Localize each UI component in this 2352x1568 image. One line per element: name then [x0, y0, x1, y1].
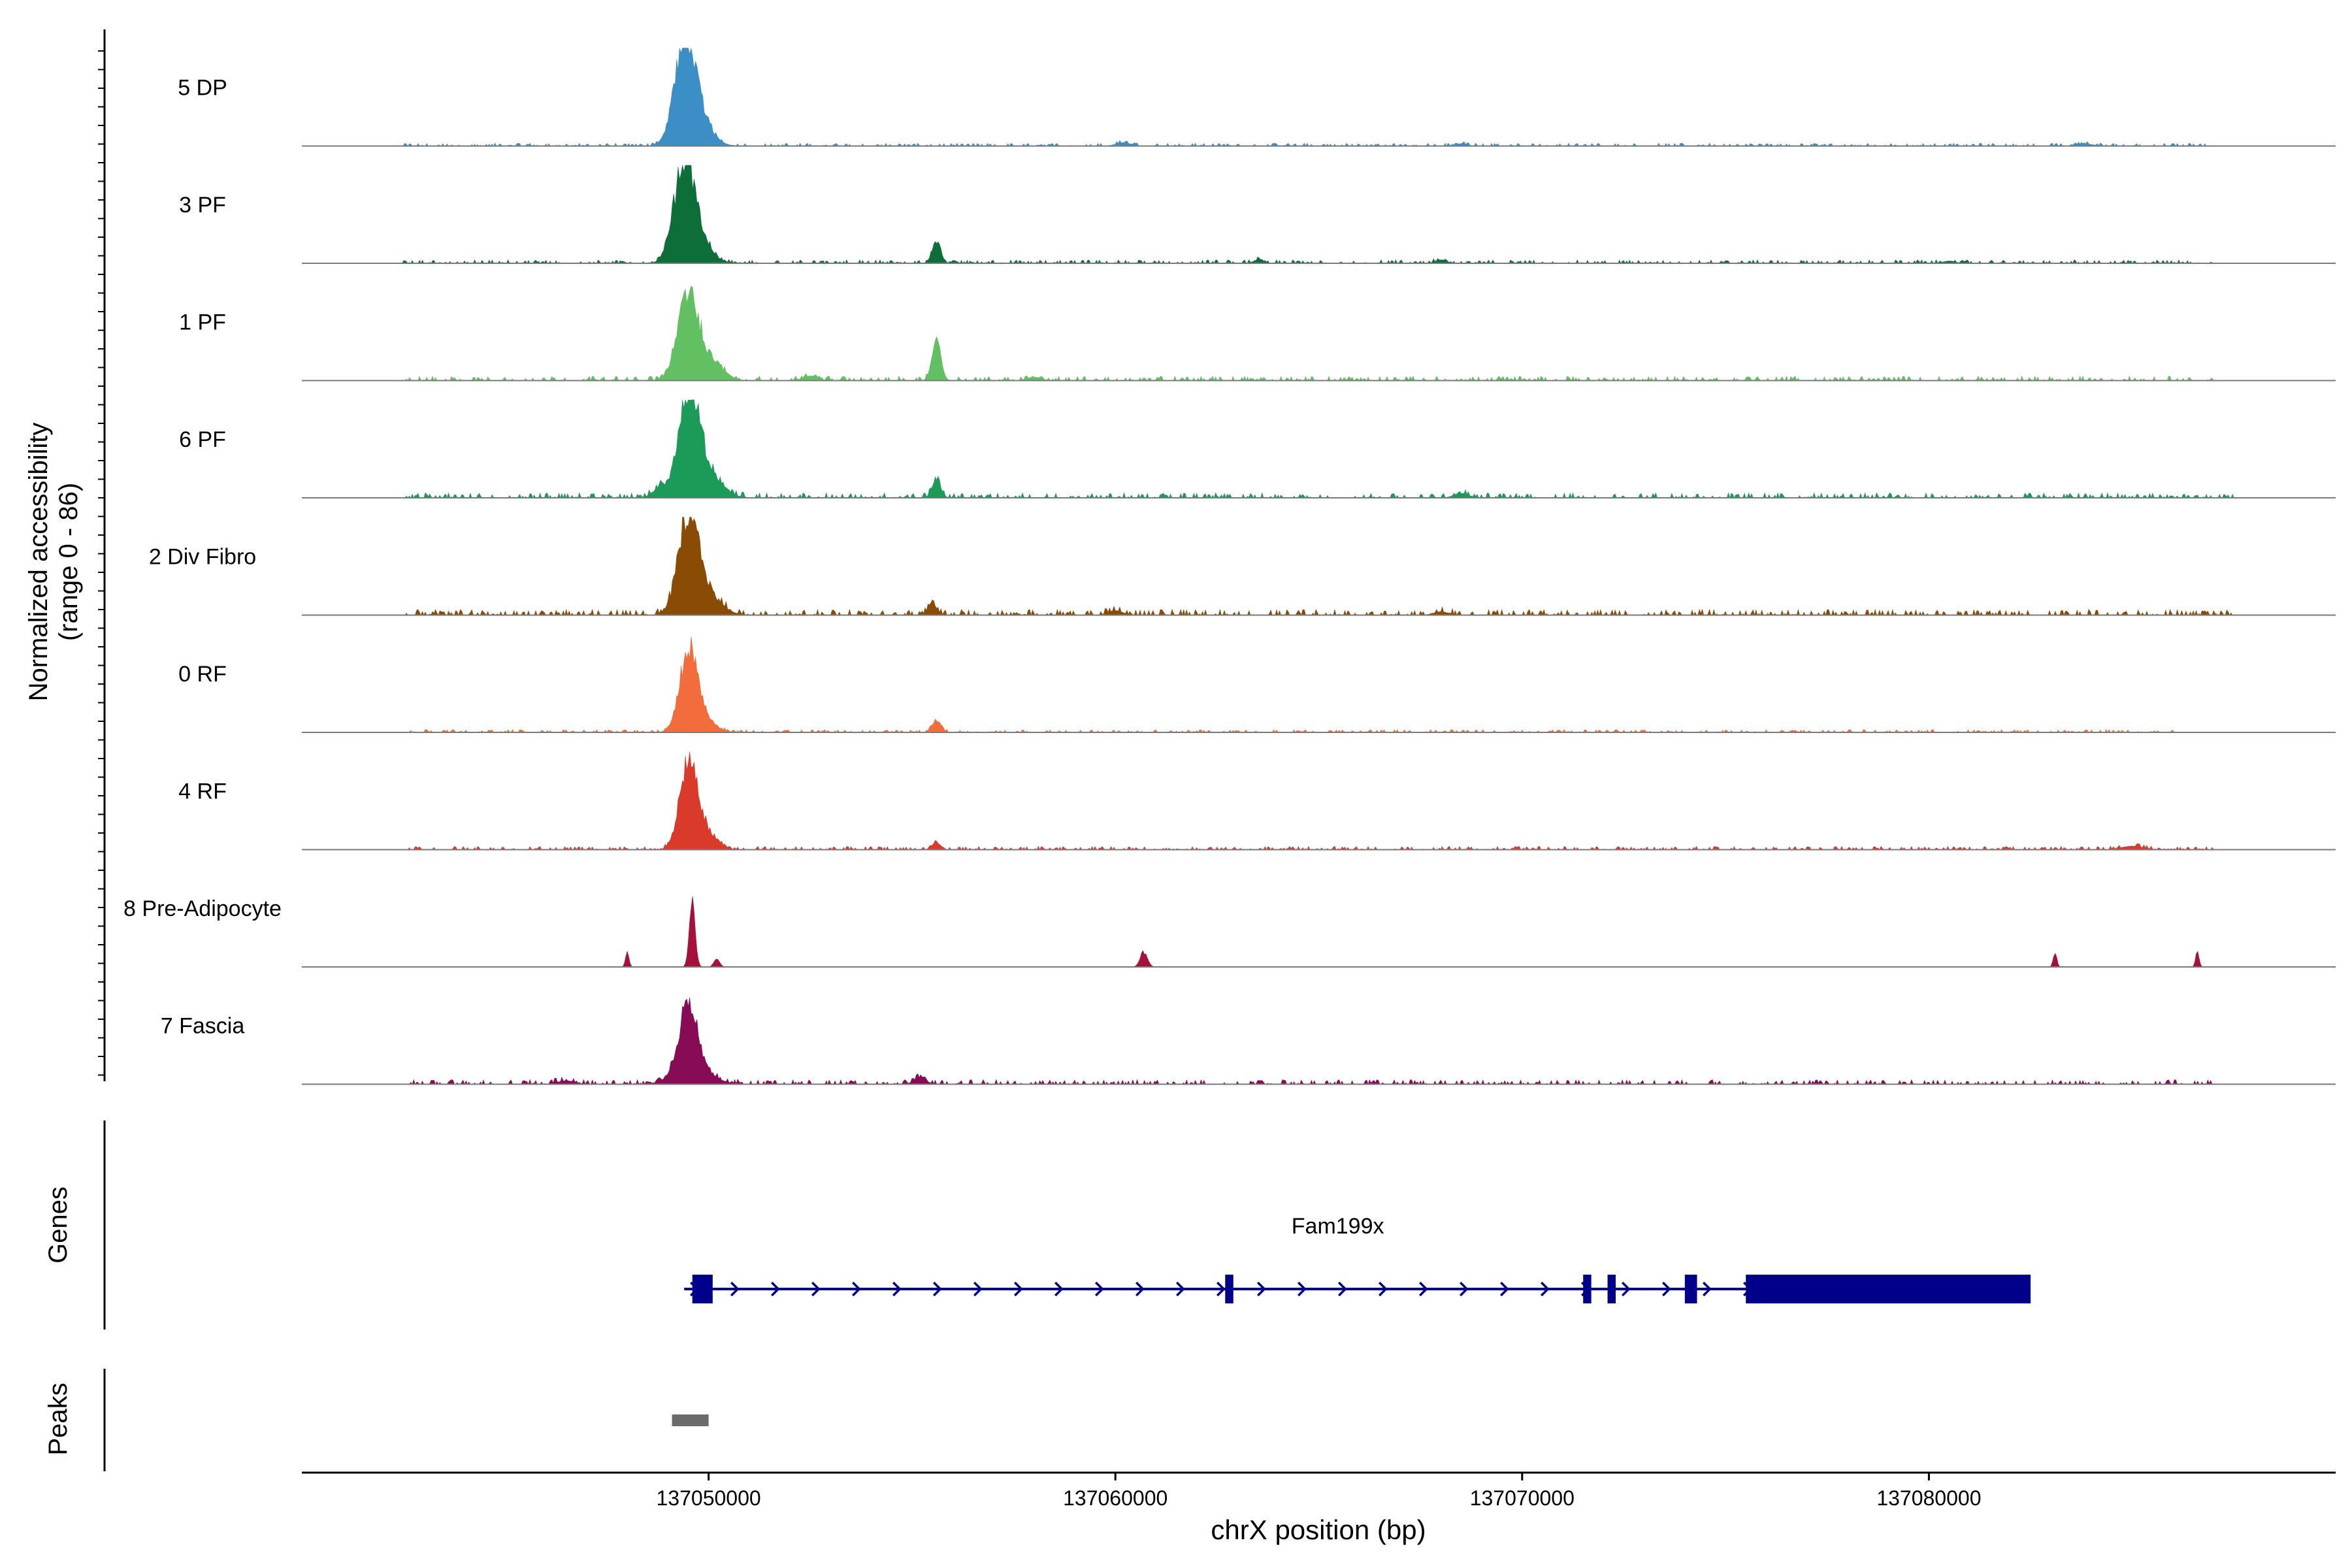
gene-exon: [1225, 1275, 1233, 1303]
gene-exon: [1607, 1275, 1616, 1303]
peaks-panel-title: Peaks: [44, 1382, 73, 1455]
gene-exon: [692, 1275, 713, 1303]
track-0-rf: 0 RF: [178, 636, 2336, 733]
track-label: 5 DP: [178, 76, 227, 101]
track-label: 2 Div Fibro: [149, 545, 256, 570]
coverage-area: [302, 636, 2336, 733]
strand-arrow: [973, 1281, 983, 1297]
peak-track: [672, 1414, 709, 1426]
strand-arrow: [730, 1281, 740, 1297]
x-tick-label: 137080000: [1876, 1486, 1981, 1510]
x-tick-label: 137070000: [1470, 1486, 1575, 1510]
strand-arrow: [1703, 1281, 1712, 1297]
strand-arrow: [1460, 1281, 1469, 1297]
x-axis-title: chrX position (bp): [1211, 1514, 1426, 1545]
strand-arrow: [1662, 1281, 1671, 1297]
y-axis-subtitle: (range 0 - 86): [54, 483, 83, 641]
track-label: 4 RF: [178, 779, 227, 804]
y-axis-title: Normalized accessibility: [24, 423, 53, 702]
track-label: 8 Pre-Adipocyte: [123, 896, 282, 921]
strand-arrow: [1217, 1281, 1226, 1297]
strand-arrow: [1095, 1281, 1104, 1297]
strand-arrow: [1176, 1281, 1185, 1297]
x-tick-label: 137060000: [1063, 1486, 1168, 1510]
strand-arrow: [771, 1281, 780, 1297]
strand-arrow: [892, 1281, 902, 1297]
strand-arrow: [933, 1281, 942, 1297]
coverage-area: [302, 896, 2336, 968]
coverage-area: [302, 517, 2336, 616]
coverage-y-ticks: [98, 50, 105, 1076]
strand-arrow: [1622, 1281, 1631, 1297]
strand-arrow: [1014, 1281, 1023, 1297]
gene-track: Fam199x: [684, 1214, 2031, 1303]
coverage-area: [302, 165, 2336, 264]
track-label: 7 Fascia: [161, 1014, 245, 1039]
gene-exon: [1583, 1275, 1592, 1303]
track-6-pf: 6 PF: [179, 399, 2336, 499]
peak-region: [672, 1414, 709, 1426]
x-tick-label: 137050000: [657, 1486, 761, 1510]
track-label: 3 PF: [179, 193, 226, 218]
coverage-area: [302, 751, 2336, 851]
gene-exon: [1684, 1275, 1697, 1303]
coverage-tracks: 5 DP 3 PF 1 PF 6 PF 2 Div Fibro 0 RF 4 RF 8 Pre…: [123, 48, 2336, 1085]
strand-arrow: [1541, 1281, 1550, 1297]
track-4-rf: 4 RF: [178, 751, 2336, 851]
strand-arrow: [811, 1281, 821, 1297]
x-axis-ticks: 137050000 137060000 137070000 137080000: [657, 1473, 1981, 1510]
genes-panel-title: Genes: [44, 1186, 73, 1264]
strand-arrow: [1338, 1281, 1347, 1297]
strand-arrow: [852, 1281, 861, 1297]
track-8-pre-adipocyte: 8 Pre-Adipocyte: [123, 896, 2336, 968]
track-label: 1 PF: [179, 310, 226, 335]
track-7-fascia: 7 Fascia: [161, 997, 2336, 1085]
strand-arrow: [1257, 1281, 1266, 1297]
gene-exon: [1746, 1275, 2031, 1303]
coverage-area: [302, 48, 2336, 147]
track-label: 0 RF: [178, 662, 227, 687]
track-3-pf: 3 PF: [179, 165, 2336, 264]
track-label: 6 PF: [179, 427, 226, 452]
coverage-area: [302, 997, 2336, 1085]
strand-arrow: [1379, 1281, 1388, 1297]
coverage-area: [302, 286, 2336, 382]
strand-arrow: [1500, 1281, 1509, 1297]
strand-arrow: [1054, 1281, 1064, 1297]
gene-name-label: Fam199x: [1292, 1214, 1384, 1239]
coverage-area: [302, 399, 2336, 499]
track-1-pf: 1 PF: [179, 286, 2336, 382]
strand-arrow: [1298, 1281, 1307, 1297]
track-5-dp: 5 DP: [178, 48, 2336, 147]
strand-arrow: [1419, 1281, 1428, 1297]
strand-arrow: [1135, 1281, 1145, 1297]
track-2-div-fibro: 2 Div Fibro: [149, 517, 2336, 616]
